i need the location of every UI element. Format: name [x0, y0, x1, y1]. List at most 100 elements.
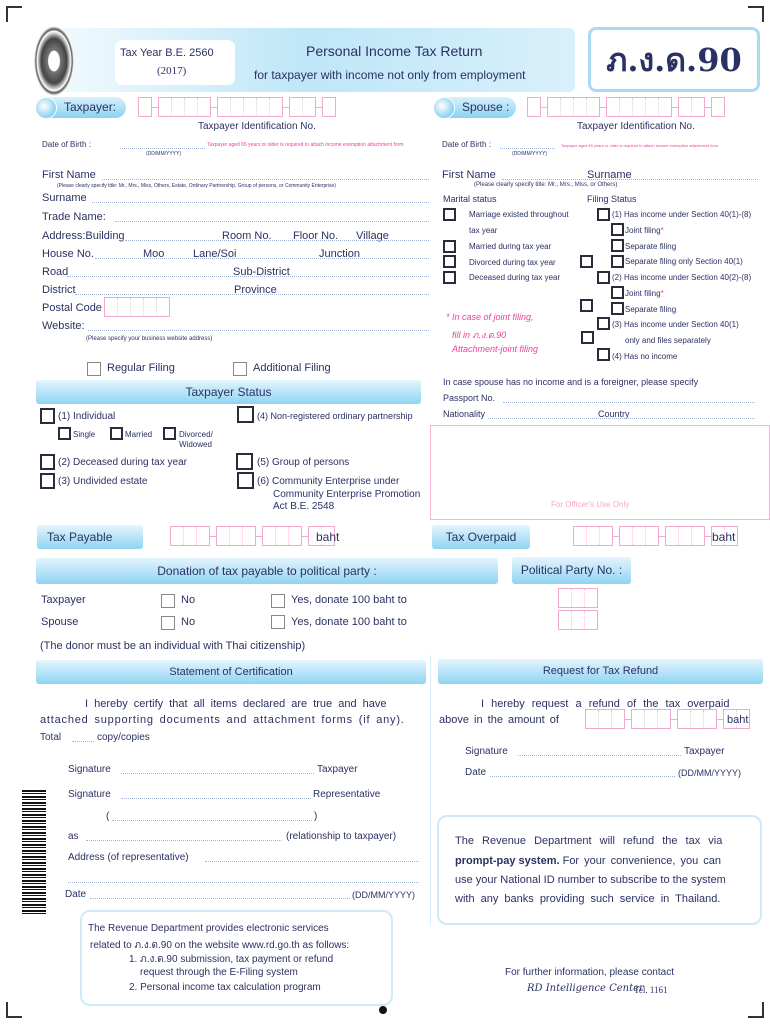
spouse-no-checkbox[interactable]	[161, 616, 175, 630]
digit-cell[interactable]	[105, 298, 118, 316]
marital-throughout-checkbox[interactable]	[443, 208, 456, 221]
digit-cell[interactable]	[270, 98, 282, 116]
dob-input[interactable]	[120, 148, 205, 149]
digit-cell[interactable]	[585, 611, 597, 629]
digit-cell[interactable]	[323, 98, 335, 116]
digit-cell[interactable]	[646, 527, 658, 545]
divorced-checkbox[interactable]	[163, 427, 176, 440]
digit-cell[interactable]	[244, 98, 257, 116]
digit-cell[interactable]	[692, 98, 704, 116]
digit-cell[interactable]	[263, 527, 276, 545]
community-checkbox[interactable]	[237, 472, 254, 489]
copies-input[interactable]	[72, 741, 94, 742]
regular-filing-checkbox[interactable]	[87, 362, 101, 376]
taxpayer-yes-checkbox[interactable]	[271, 594, 285, 608]
separate-only-checkbox[interactable]	[611, 255, 624, 268]
spouse-yes-checkbox[interactable]	[271, 615, 285, 629]
digit-cell[interactable]	[692, 527, 704, 545]
spouse-name-input[interactable]	[502, 179, 758, 180]
digit-cell[interactable]	[217, 527, 230, 545]
district-input[interactable]	[75, 294, 429, 295]
digit-cell[interactable]	[572, 611, 585, 629]
digit-cell[interactable]	[574, 527, 587, 545]
digit-cell[interactable]	[620, 527, 633, 545]
representative-signature-input[interactable]	[121, 798, 311, 799]
digit-cell[interactable]	[289, 527, 301, 545]
tax-overpaid-input[interactable]	[573, 526, 738, 546]
house-input[interactable]	[95, 258, 429, 259]
filing-1-checkbox[interactable]	[597, 208, 610, 221]
marital-divorced-checkbox[interactable]	[443, 255, 456, 268]
taxpayer-signature-input[interactable]	[121, 773, 314, 774]
separate-filing-checkbox[interactable]	[611, 239, 624, 252]
taxpayer-no-checkbox[interactable]	[161, 594, 175, 608]
surname-input[interactable]	[92, 202, 429, 203]
digit-cell[interactable]	[528, 98, 540, 116]
digit-cell[interactable]	[585, 589, 597, 607]
digit-cell[interactable]	[678, 710, 691, 728]
digit-cell[interactable]	[666, 527, 679, 545]
taxpayer-id-input[interactable]	[138, 97, 336, 117]
postal-code-input[interactable]	[104, 297, 170, 317]
digit-cell[interactable]	[157, 298, 169, 316]
first-name-input[interactable]	[102, 179, 429, 180]
filing-4-checkbox[interactable]	[597, 348, 610, 361]
digit-cell[interactable]	[303, 98, 315, 116]
digit-cell[interactable]	[587, 527, 600, 545]
digit-cell[interactable]	[574, 98, 587, 116]
digit-cell[interactable]	[704, 710, 716, 728]
digit-cell[interactable]	[118, 298, 131, 316]
digit-cell[interactable]	[632, 710, 645, 728]
digit-cell[interactable]	[600, 527, 612, 545]
digit-cell[interactable]	[559, 611, 572, 629]
digit-cell[interactable]	[599, 710, 612, 728]
digit-cell[interactable]	[691, 710, 704, 728]
nationality-input[interactable]	[488, 418, 755, 419]
address-input[interactable]	[125, 240, 429, 241]
separate-group-checkbox[interactable]	[580, 255, 593, 268]
taxpayer-party-input[interactable]	[558, 588, 598, 608]
digit-cell[interactable]	[231, 98, 244, 116]
digit-cell[interactable]	[218, 98, 231, 116]
digit-cell[interactable]	[645, 710, 658, 728]
representative-name-input[interactable]	[112, 820, 312, 821]
separate-filing-2-checkbox[interactable]	[611, 302, 624, 315]
additional-filing-checkbox[interactable]	[233, 362, 247, 376]
digit-cell[interactable]	[559, 589, 572, 607]
relationship-input[interactable]	[86, 840, 282, 841]
digit-cell[interactable]	[131, 298, 144, 316]
group-checkbox[interactable]	[236, 453, 253, 470]
trade-name-input[interactable]	[115, 221, 429, 222]
digit-cell[interactable]	[679, 527, 692, 545]
digit-cell[interactable]	[633, 98, 646, 116]
digit-cell[interactable]	[724, 710, 737, 728]
digit-cell[interactable]	[257, 98, 270, 116]
filing-2-group-checkbox[interactable]	[580, 299, 593, 312]
marital-married-checkbox[interactable]	[443, 240, 456, 253]
digit-cell[interactable]	[171, 527, 184, 545]
individual-checkbox[interactable]	[40, 408, 55, 424]
digit-cell[interactable]	[290, 98, 303, 116]
undivided-checkbox[interactable]	[40, 473, 55, 489]
tax-payable-input[interactable]	[170, 526, 335, 546]
digit-cell[interactable]	[276, 527, 289, 545]
digit-cell[interactable]	[712, 98, 724, 116]
digit-cell[interactable]	[586, 710, 599, 728]
joint-filing-checkbox[interactable]	[611, 223, 624, 236]
digit-cell[interactable]	[198, 98, 210, 116]
representative-address-input-2[interactable]	[68, 882, 419, 883]
digit-cell[interactable]	[659, 98, 671, 116]
digit-cell[interactable]	[184, 527, 197, 545]
digit-cell[interactable]	[243, 527, 255, 545]
digit-cell[interactable]	[139, 98, 151, 116]
refund-amount-input[interactable]	[585, 709, 750, 729]
filing-3-checkbox[interactable]	[597, 317, 610, 330]
digit-cell[interactable]	[309, 527, 322, 545]
digit-cell[interactable]	[230, 527, 243, 545]
spouse-party-input[interactable]	[558, 610, 598, 630]
spouse-dob-input[interactable]	[500, 148, 555, 149]
refund-date-input[interactable]	[490, 776, 675, 777]
digit-cell[interactable]	[612, 710, 624, 728]
filing-2-checkbox[interactable]	[597, 271, 610, 284]
digit-cell[interactable]	[197, 527, 209, 545]
